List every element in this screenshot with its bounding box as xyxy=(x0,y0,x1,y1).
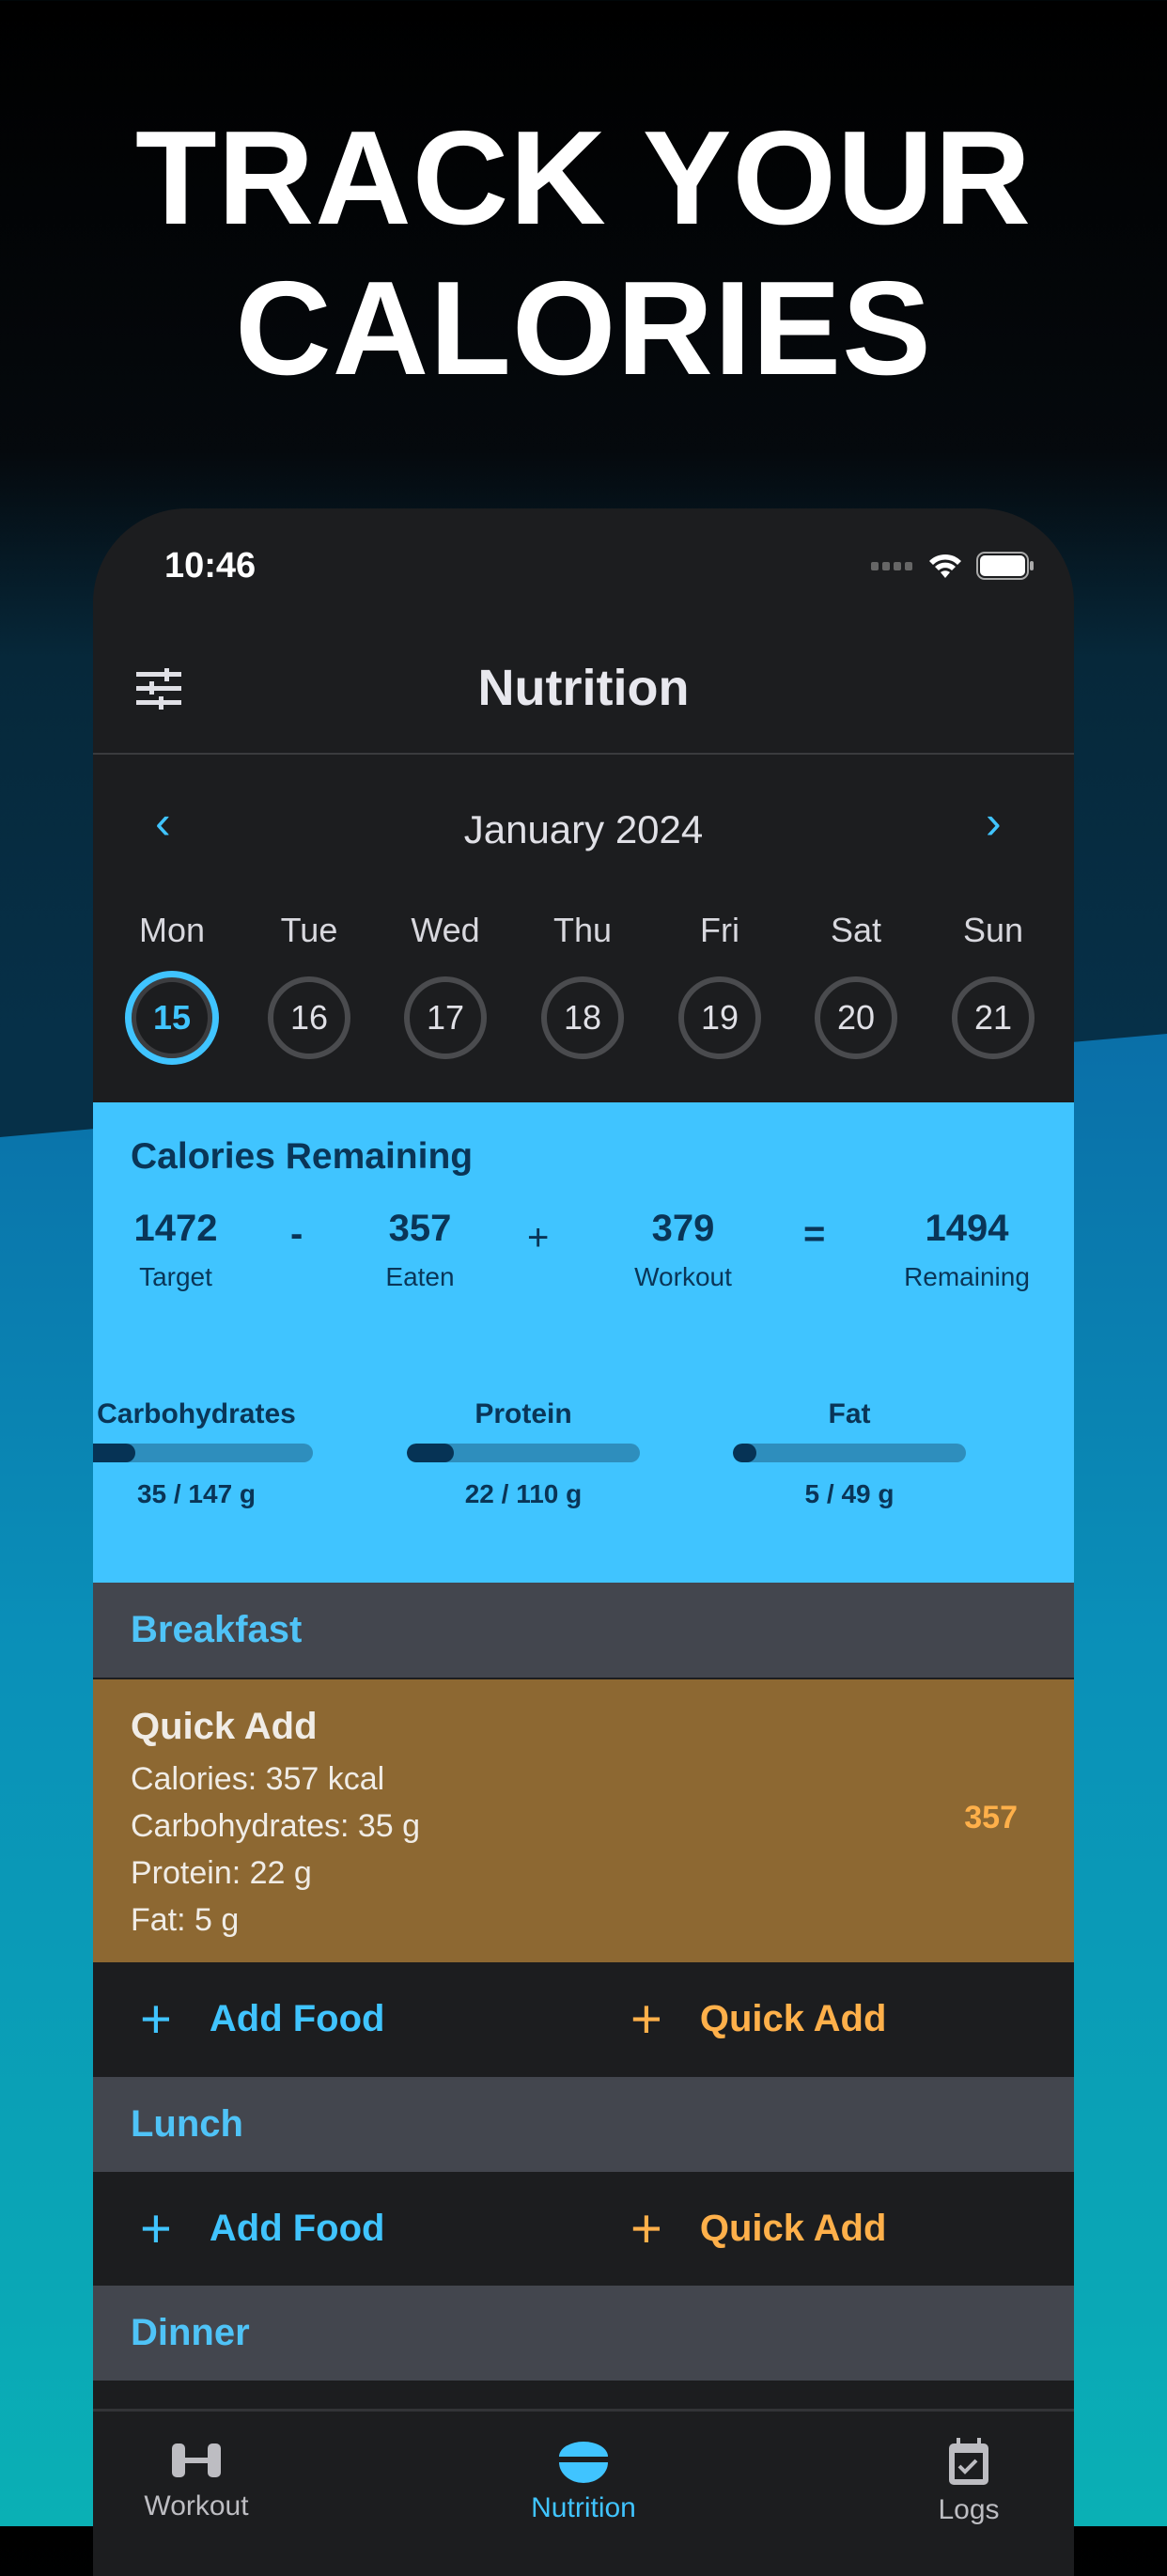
tab-label: Workout xyxy=(144,2490,249,2521)
day-name-sun: Sun xyxy=(962,911,1024,949)
food-bowl-icon xyxy=(559,2442,608,2483)
plus-sign: + xyxy=(527,1217,550,1258)
day-16-button[interactable]: 16 xyxy=(268,976,350,1059)
battery-icon xyxy=(976,552,1034,580)
headline-line1: TRACK YOUR xyxy=(134,103,1033,253)
tab-label: Nutrition xyxy=(531,2492,636,2523)
minus-sign: - xyxy=(290,1213,303,1255)
remaining-value: 1494 xyxy=(925,1208,1009,1249)
day-name-wed: Wed xyxy=(411,911,480,949)
tab-bar: Workout Nutrition Logs xyxy=(93,2409,1074,2576)
target-value: 1472 xyxy=(133,1208,218,1249)
macro-protein: Protein 22 / 110 g xyxy=(406,1398,641,1509)
tab-nutrition[interactable]: Nutrition xyxy=(443,2438,724,2524)
target-label: Target xyxy=(139,1262,212,1291)
macro-value: 35 / 147 g xyxy=(136,1479,257,1508)
day-name-tue: Tue xyxy=(280,911,338,949)
section-lunch: Lunch xyxy=(93,2077,1074,2172)
workout-value: 379 xyxy=(651,1208,715,1249)
quick-add-label: Quick Add xyxy=(699,1998,887,2039)
eaten-value: 357 xyxy=(388,1208,452,1249)
sliders-icon xyxy=(136,668,181,710)
signal-icon xyxy=(871,562,912,570)
headline-line2: CALORIES xyxy=(235,254,932,403)
lunch-add-row: + Add Food + Quick Add xyxy=(93,2172,1074,2286)
macro-value: 22 / 110 g xyxy=(464,1479,583,1508)
lunch-quick-add-button[interactable]: + Quick Add xyxy=(584,2197,1074,2260)
day-21-button[interactable]: 21 xyxy=(952,976,1035,1059)
section-dinner: Dinner xyxy=(93,2286,1074,2381)
tab-logs[interactable]: Logs xyxy=(828,2438,1074,2526)
day-name-sat: Sat xyxy=(830,911,882,949)
chevron-right-icon: › xyxy=(986,796,1002,849)
wifi-icon xyxy=(929,554,961,578)
prev-month-button[interactable]: ‹ xyxy=(155,795,171,850)
filter-button[interactable] xyxy=(136,668,183,714)
breakfast-add-food-button[interactable]: + Add Food xyxy=(93,1988,584,2051)
macro-progress-bar xyxy=(93,1444,313,1462)
food-item-protein: Protein: 22 g xyxy=(131,1855,312,1891)
month-label: January 2024 xyxy=(463,807,704,851)
macro-progress-fill xyxy=(407,1444,454,1462)
lunch-add-food-button[interactable]: + Add Food xyxy=(93,2197,584,2260)
macro-progress-bar xyxy=(407,1444,640,1462)
plus-icon: + xyxy=(140,2198,172,2259)
header-divider xyxy=(93,753,1074,755)
equals-sign: = xyxy=(803,1213,826,1255)
plus-icon: + xyxy=(630,2198,662,2259)
calendar-check-icon xyxy=(949,2438,988,2485)
tab-workout[interactable]: Workout xyxy=(93,2438,337,2522)
day-name-mon: Mon xyxy=(138,911,206,949)
status-time: 10:46 xyxy=(164,546,257,585)
macro-name: Fat xyxy=(828,1398,871,1429)
day-20-button[interactable]: 20 xyxy=(815,976,897,1059)
chevron-left-icon: ‹ xyxy=(155,796,171,849)
breakfast-add-row: + Add Food + Quick Add xyxy=(93,1962,1074,2076)
day-17-button[interactable]: 17 xyxy=(404,976,487,1059)
headline: TRACK YOUR CALORIES xyxy=(0,103,1167,404)
plus-icon: + xyxy=(140,1989,172,2050)
breakfast-quick-add-button[interactable]: + Quick Add xyxy=(584,1988,1074,2051)
section-breakfast: Breakfast xyxy=(93,1583,1074,1678)
macro-name: Protein xyxy=(475,1398,572,1429)
day-19-button[interactable]: 19 xyxy=(678,976,761,1059)
remaining-label: Remaining xyxy=(904,1262,1030,1291)
add-food-label: Add Food xyxy=(209,1998,385,2039)
status-icons xyxy=(871,552,1035,580)
next-month-button[interactable]: › xyxy=(986,795,1002,850)
calories-title: Calories Remaining xyxy=(131,1136,474,1177)
macro-progress-fill xyxy=(93,1444,136,1462)
macro-value: 5 / 49 g xyxy=(804,1479,895,1508)
plus-icon: + xyxy=(630,1989,662,2050)
food-item-kcal: 357 xyxy=(964,1800,1018,1835)
macro-fat: Fat 5 / 49 g xyxy=(732,1398,967,1509)
day-15-button[interactable]: 15 xyxy=(125,971,219,1065)
page-title: Nutrition xyxy=(477,660,690,716)
food-item-name: Quick Add xyxy=(131,1706,318,1747)
food-item-fat: Fat: 5 g xyxy=(131,1902,240,1938)
macro-carbohydrates: Carbohydrates 35 / 147 g xyxy=(93,1398,314,1509)
eaten-label: Eaten xyxy=(385,1262,455,1291)
macro-name: Carbohydrates xyxy=(97,1398,296,1429)
dumbbell-icon xyxy=(172,2443,221,2477)
day-18-button[interactable]: 18 xyxy=(541,976,624,1059)
day-name-thu: Thu xyxy=(552,911,613,949)
day-name-fri: Fri xyxy=(700,911,739,949)
workout-label: Workout xyxy=(634,1262,732,1291)
add-food-label: Add Food xyxy=(209,2208,385,2249)
quick-add-label: Quick Add xyxy=(699,2208,887,2249)
food-item-calories: Calories: 357 kcal xyxy=(131,1761,385,1797)
macro-progress-bar xyxy=(733,1444,966,1462)
phone-screen: 10:46 Nutrition ‹ January 2024 › Mon 15 T… xyxy=(93,508,1074,2576)
food-item-carbs: Carbohydrates: 35 g xyxy=(131,1808,421,1844)
food-item-quick-add[interactable]: Quick Add Calories: 357 kcal Carbohydrat… xyxy=(93,1679,1074,1962)
tab-label: Logs xyxy=(938,2494,1000,2525)
calories-card: Calories Remaining 1472 Target - 357 Eat… xyxy=(93,1102,1074,1583)
macro-progress-fill xyxy=(733,1444,757,1462)
